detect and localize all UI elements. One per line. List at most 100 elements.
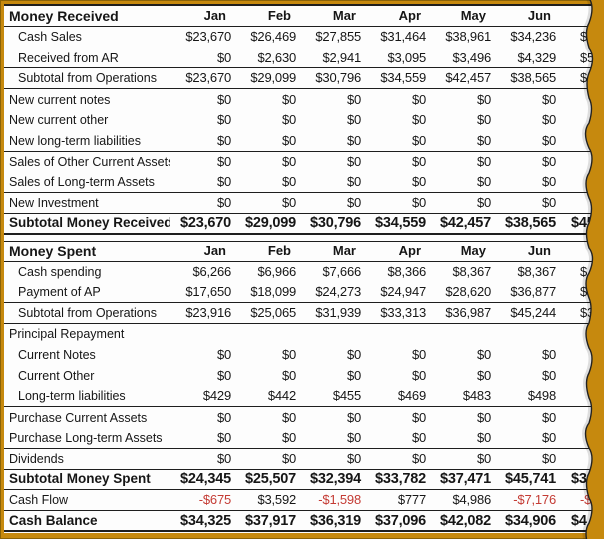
value-cell: $24,947: [380, 284, 426, 300]
value-cell: $0: [216, 112, 231, 128]
value-cell: $0: [541, 429, 556, 445]
value-cell: $42,082: [439, 512, 491, 529]
value-cell: $23,670: [185, 29, 231, 45]
section-title: Money Spent: [9, 243, 97, 260]
row-label: Sales of Other Current Assets: [9, 154, 170, 169]
value-cell: $0: [346, 195, 361, 211]
value-cell: $36,987: [445, 305, 491, 321]
value-cell: $42,457: [445, 70, 491, 86]
value-cell: $0: [411, 347, 426, 363]
value-cell: $0: [346, 347, 361, 363]
torn-edge-line: [584, 0, 594, 539]
value-cell: $0: [411, 132, 426, 148]
section-0: Money Received Jan Feb Mar Apr May Jun Cash Sal…: [4, 6, 594, 235]
month-header: Jan: [203, 7, 226, 23]
value-cell: $4,986: [452, 492, 491, 508]
value-cell: $31,464: [380, 29, 426, 45]
value-cell: $0: [216, 347, 231, 363]
value-fragment: $: [580, 263, 588, 279]
value-cell: $0: [281, 450, 296, 466]
value-cell: $429: [202, 388, 231, 404]
month-header: Mar: [332, 243, 356, 259]
value-cell: $0: [346, 450, 361, 466]
row-label: Received from AR: [18, 50, 119, 65]
value-cell: $26,469: [250, 29, 296, 45]
value-cell: $0: [216, 450, 231, 466]
section-header-row: Money Received Jan Feb Mar Apr May Jun: [4, 6, 594, 27]
value-cell: $3,496: [452, 49, 491, 65]
table-row: Principal Repayment: [4, 324, 594, 345]
value-cell: $0: [216, 153, 231, 169]
section-title: Money Received: [9, 7, 119, 24]
value-cell: $25,507: [244, 471, 296, 488]
value-cell: $34,325: [179, 512, 231, 529]
value-cell: $4,329: [517, 49, 556, 65]
value-cell: $32,394: [309, 471, 361, 488]
value-cell: $0: [216, 409, 231, 425]
row-label: Cash Balance: [9, 512, 98, 528]
value-cell: $0: [476, 429, 491, 445]
value-cell: $0: [541, 195, 556, 211]
value-cell: $469: [397, 388, 426, 404]
value-cell: $0: [541, 174, 556, 190]
value-cell: $0: [281, 409, 296, 425]
value-cell: $38,565: [510, 70, 556, 86]
month-header: Feb: [267, 243, 291, 259]
value-cell: $37,917: [244, 512, 296, 529]
value-cell: $0: [281, 347, 296, 363]
row-label: Subtotal Money Spent: [9, 471, 151, 487]
table-row: Dividends $0 $0 $0 $0 $0 $0: [4, 449, 594, 470]
value-cell: $0: [346, 409, 361, 425]
value-cell: $0: [216, 195, 231, 211]
value-cell: $0: [216, 429, 231, 445]
value-cell: $0: [476, 367, 491, 383]
value-cell: $0: [216, 174, 231, 190]
value-cell: $34,559: [380, 70, 426, 86]
value-cell: $37,471: [439, 471, 491, 488]
table-row: New current other $0 $0 $0 $0 $0 $0: [4, 110, 594, 131]
value-cell: $0: [281, 174, 296, 190]
value-cell: $0: [281, 367, 296, 383]
value-cell: $0: [346, 153, 361, 169]
value-fragment: $5: [580, 49, 594, 65]
value-fragment: $4: [571, 512, 587, 529]
value-cell: $0: [281, 91, 296, 107]
value-cell: $0: [476, 347, 491, 363]
table-row: Cash spending $6,266 $6,966 $7,666 $8,366 $8,…: [4, 262, 594, 283]
value-cell: $0: [346, 367, 361, 383]
table-row: Subtotal from Operations $23,670 $29,099 $3…: [4, 68, 594, 90]
value-cell: $498: [527, 388, 556, 404]
value-cell: $0: [541, 409, 556, 425]
value-cell: $0: [281, 132, 296, 148]
row-label: Payment of AP: [18, 285, 101, 300]
value-cell: $0: [541, 112, 556, 128]
table-row: Cash Sales $23,670 $26,469 $27,855 $31,464 $3…: [4, 27, 594, 48]
paper: Money Received Jan Feb Mar Apr May Jun Cash Sal…: [4, 4, 594, 533]
value-cell: $6,266: [192, 263, 231, 279]
value-cell: $31,939: [315, 305, 361, 321]
value-cell: $6,966: [257, 263, 296, 279]
row-label: Subtotal from Operations: [18, 306, 157, 321]
value-cell: $42,457: [439, 215, 491, 232]
value-cell: $3,095: [387, 49, 426, 65]
table-row: New current notes $0 $0 $0 $0 $0 $0: [4, 89, 594, 110]
value-cell: $0: [411, 367, 426, 383]
value-cell: $0: [346, 112, 361, 128]
month-header: Mar: [332, 7, 356, 23]
value-cell: $0: [411, 409, 426, 425]
value-cell: $0: [346, 91, 361, 107]
value-cell: $24,273: [315, 284, 361, 300]
value-cell: $27,855: [315, 29, 361, 45]
row-label: New current notes: [9, 92, 111, 107]
month-header: Jan: [203, 243, 226, 259]
value-cell: $2,630: [257, 49, 296, 65]
value-cell: $0: [411, 174, 426, 190]
value-cell: $0: [541, 153, 556, 169]
value-cell: $23,670: [185, 70, 231, 86]
table-row: Purchase Long-term Assets $0 $0 $0 $0 $0 $0: [4, 428, 594, 449]
month-header: May: [460, 7, 486, 23]
value-cell: $0: [216, 132, 231, 148]
table-row: Sales of Other Current Assets $0 $0 $0 $0 $0 $…: [4, 152, 594, 173]
value-cell: $30,796: [309, 215, 361, 232]
